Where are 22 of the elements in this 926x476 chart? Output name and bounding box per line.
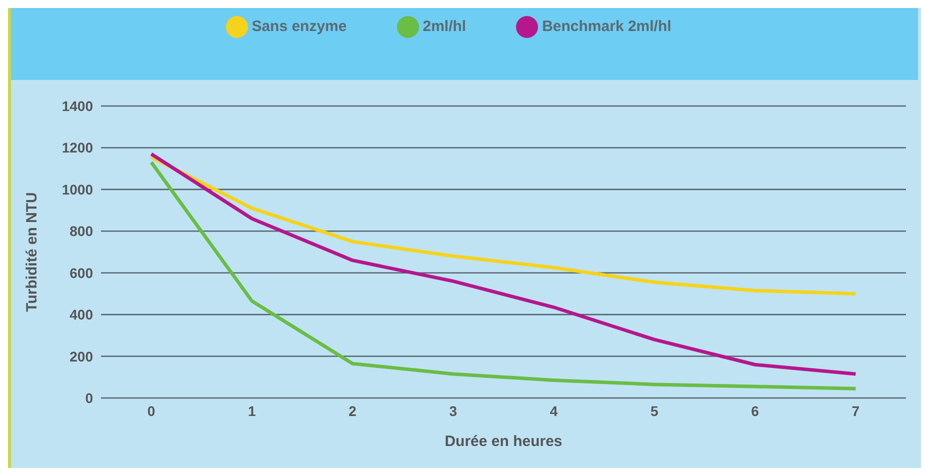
x-tick-label: 1 <box>248 402 256 419</box>
line-series <box>150 155 858 296</box>
y-tick-label: 1400 <box>62 98 94 114</box>
y-tick-label: 0 <box>85 390 94 406</box>
x-tick-label: 6 <box>751 402 760 419</box>
x-axis-title: Durée en heures <box>444 433 562 450</box>
y-tick-label: 1000 <box>62 181 94 198</box>
x-tick-label: 7 <box>852 402 860 419</box>
y-tick-label: 600 <box>70 264 94 281</box>
y-tick-label: 400 <box>70 306 94 323</box>
y-tick-label: 200 <box>70 348 94 364</box>
y-tick-label: 800 <box>70 223 94 240</box>
x-tick-label: 5 <box>650 402 659 419</box>
x-tick-label: 0 <box>147 402 156 419</box>
legend-label: 2ml/hl <box>422 18 466 35</box>
legend-label: Sans enzyme <box>252 18 347 35</box>
legend-label: Benchmark 2ml/hl <box>542 18 672 35</box>
y-axis-title: Turbidité en NTU <box>23 192 40 312</box>
x-tick-label: 2 <box>348 402 357 419</box>
x-tick-label: 4 <box>550 402 558 419</box>
y-tick-label: 1200 <box>62 140 94 156</box>
x-tick-label: 3 <box>449 402 458 419</box>
